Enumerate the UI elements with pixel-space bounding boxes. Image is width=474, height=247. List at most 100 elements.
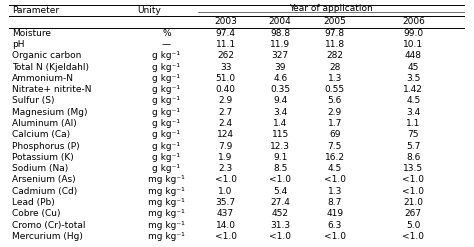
Text: 27.4: 27.4 (270, 198, 290, 207)
Text: Cadmium (Cd): Cadmium (Cd) (12, 187, 77, 196)
Text: mg kg⁻¹: mg kg⁻¹ (148, 221, 185, 230)
Text: g kg⁻¹: g kg⁻¹ (153, 62, 181, 72)
Text: <1.0: <1.0 (402, 175, 424, 185)
Text: Cromo (Cr)-total: Cromo (Cr)-total (12, 221, 85, 230)
Text: mg kg⁻¹: mg kg⁻¹ (148, 175, 185, 185)
Text: <1.0: <1.0 (215, 232, 237, 241)
Text: 39: 39 (274, 62, 286, 72)
Text: 97.4: 97.4 (216, 29, 236, 38)
Text: 16.2: 16.2 (325, 153, 345, 162)
Text: Year of application: Year of application (290, 4, 374, 13)
Text: 69: 69 (329, 130, 341, 139)
Text: <1.0: <1.0 (324, 232, 346, 241)
Text: 1.7: 1.7 (328, 119, 342, 128)
Text: 267: 267 (405, 209, 422, 218)
Text: 13.5: 13.5 (403, 164, 423, 173)
Text: 51.0: 51.0 (216, 74, 236, 83)
Text: 1.4: 1.4 (273, 119, 287, 128)
Text: 0.35: 0.35 (270, 85, 290, 94)
Text: Parameter: Parameter (12, 6, 59, 15)
Text: g kg⁻¹: g kg⁻¹ (153, 153, 181, 162)
Text: 3.4: 3.4 (273, 108, 287, 117)
Text: 1.3: 1.3 (328, 74, 342, 83)
Text: 6.3: 6.3 (328, 221, 342, 230)
Text: g kg⁻¹: g kg⁻¹ (153, 142, 181, 151)
Text: <1.0: <1.0 (215, 175, 237, 185)
Text: Calcium (Ca): Calcium (Ca) (12, 130, 70, 139)
Text: <1.0: <1.0 (402, 232, 424, 241)
Text: mg kg⁻¹: mg kg⁻¹ (148, 209, 185, 218)
Text: Lead (Pb): Lead (Pb) (12, 198, 55, 207)
Text: 0.55: 0.55 (325, 85, 345, 94)
Text: pH: pH (12, 40, 24, 49)
Text: g kg⁻¹: g kg⁻¹ (153, 51, 181, 60)
Text: 452: 452 (272, 209, 289, 218)
Text: 2.9: 2.9 (219, 96, 233, 105)
Text: mg kg⁻¹: mg kg⁻¹ (148, 187, 185, 196)
Text: 31.3: 31.3 (270, 221, 290, 230)
Text: 2003: 2003 (214, 17, 237, 26)
Text: 4.5: 4.5 (328, 164, 342, 173)
Text: g kg⁻¹: g kg⁻¹ (153, 74, 181, 83)
Text: <1.0: <1.0 (324, 175, 346, 185)
Text: 8.7: 8.7 (328, 198, 342, 207)
Text: 1.3: 1.3 (328, 187, 342, 196)
Text: g kg⁻¹: g kg⁻¹ (153, 108, 181, 117)
Text: 33: 33 (220, 62, 231, 72)
Text: Nitrate+ nitrite-N: Nitrate+ nitrite-N (12, 85, 91, 94)
Text: 10.1: 10.1 (403, 40, 423, 49)
Text: 45: 45 (408, 62, 419, 72)
Text: 2006: 2006 (402, 17, 425, 26)
Text: mg kg⁻¹: mg kg⁻¹ (148, 232, 185, 241)
Text: 8.6: 8.6 (406, 153, 420, 162)
Text: 4.6: 4.6 (273, 74, 287, 83)
Text: 2.9: 2.9 (328, 108, 342, 117)
Text: 5.4: 5.4 (273, 187, 287, 196)
Text: Magnesium (Mg): Magnesium (Mg) (12, 108, 87, 117)
Text: Arsenium (As): Arsenium (As) (12, 175, 75, 185)
Text: Phosphorus (P): Phosphorus (P) (12, 142, 79, 151)
Text: 2004: 2004 (269, 17, 292, 26)
Text: 437: 437 (217, 209, 234, 218)
Text: Organic carbon: Organic carbon (12, 51, 81, 60)
Text: 21.0: 21.0 (403, 198, 423, 207)
Text: 5.0: 5.0 (406, 221, 420, 230)
Text: g kg⁻¹: g kg⁻¹ (153, 164, 181, 173)
Text: 97.8: 97.8 (325, 29, 345, 38)
Text: <1.0: <1.0 (269, 175, 291, 185)
Text: 11.9: 11.9 (270, 40, 290, 49)
Text: 7.5: 7.5 (328, 142, 342, 151)
Text: 11.1: 11.1 (216, 40, 236, 49)
Text: 2.4: 2.4 (219, 119, 233, 128)
Text: Potassium (K): Potassium (K) (12, 153, 73, 162)
Text: 5.7: 5.7 (406, 142, 420, 151)
Text: 0.40: 0.40 (216, 85, 236, 94)
Text: 448: 448 (405, 51, 422, 60)
Text: %: % (162, 29, 171, 38)
Text: 3.5: 3.5 (406, 74, 420, 83)
Text: 2.3: 2.3 (219, 164, 233, 173)
Text: 9.4: 9.4 (273, 96, 287, 105)
Text: Aluminum (Al): Aluminum (Al) (12, 119, 76, 128)
Text: Unity: Unity (137, 6, 161, 15)
Text: 1.9: 1.9 (219, 153, 233, 162)
Text: —: — (162, 40, 171, 49)
Text: 282: 282 (326, 51, 343, 60)
Text: Sodium (Na): Sodium (Na) (12, 164, 68, 173)
Text: 1.0: 1.0 (219, 187, 233, 196)
Text: 3.4: 3.4 (406, 108, 420, 117)
Text: 99.0: 99.0 (403, 29, 423, 38)
Text: 8.5: 8.5 (273, 164, 287, 173)
Text: 1.1: 1.1 (406, 119, 420, 128)
Text: 75: 75 (408, 130, 419, 139)
Text: g kg⁻¹: g kg⁻¹ (153, 130, 181, 139)
Text: 11.8: 11.8 (325, 40, 345, 49)
Text: Cobre (Cu): Cobre (Cu) (12, 209, 60, 218)
Text: 35.7: 35.7 (216, 198, 236, 207)
Text: Sulfur (S): Sulfur (S) (12, 96, 54, 105)
Text: 1.42: 1.42 (403, 85, 423, 94)
Text: g kg⁻¹: g kg⁻¹ (153, 96, 181, 105)
Text: 7.9: 7.9 (219, 142, 233, 151)
Text: 5.6: 5.6 (328, 96, 342, 105)
Text: <1.0: <1.0 (269, 232, 291, 241)
